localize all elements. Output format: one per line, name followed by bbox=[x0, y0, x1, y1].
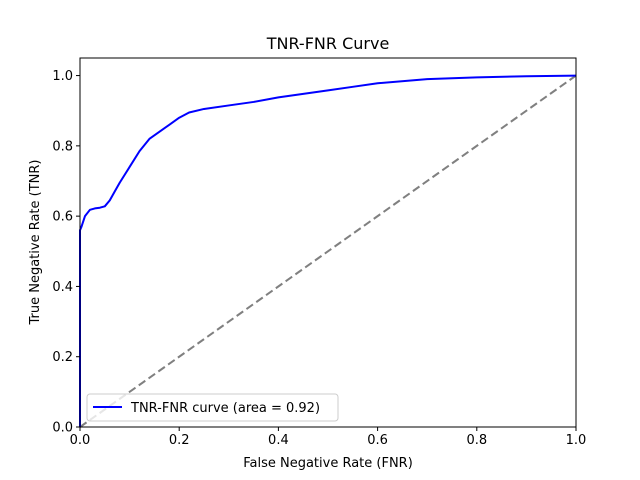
chart-title: TNR-FNR Curve bbox=[266, 34, 390, 53]
y-tick-label: 0.2 bbox=[52, 350, 73, 365]
tnr-fnr-curve-line bbox=[79, 74, 577, 427]
plot-frame bbox=[79, 57, 577, 428]
y-tick-label: 0.6 bbox=[52, 210, 73, 225]
x-tick-label: 0.8 bbox=[466, 433, 487, 448]
legend: TNR-FNR curve (area = 0.92) bbox=[86, 393, 339, 422]
legend-box bbox=[86, 393, 339, 422]
x-tick-label: 0.4 bbox=[268, 433, 289, 448]
y-tick-label: 0.8 bbox=[52, 139, 73, 154]
x-tick-label: 1.0 bbox=[566, 433, 587, 448]
legend-entry: TNR-FNR curve (area = 0.92) bbox=[130, 401, 320, 416]
ticks-layer: 0.0 0.2 0.4 0.6 0.8 1.0 0.0 0.2 0.4 0.6 0.8 1.0 bbox=[52, 69, 586, 448]
x-axis-label: False Negative Rate (FNR) bbox=[243, 456, 413, 471]
x-tick-label: 0.2 bbox=[169, 433, 190, 448]
x-tick-label: 0.0 bbox=[70, 433, 91, 448]
y-axis-label: True Negative Rate (TNR) bbox=[28, 159, 43, 325]
series-layer bbox=[79, 74, 577, 428]
x-tick-label: 0.6 bbox=[367, 433, 388, 448]
y-tick-label: 0.4 bbox=[52, 280, 73, 295]
y-tick-label: 1.0 bbox=[52, 69, 73, 84]
chance-diagonal-line bbox=[79, 74, 577, 428]
y-tick-label: 0.0 bbox=[52, 421, 73, 436]
